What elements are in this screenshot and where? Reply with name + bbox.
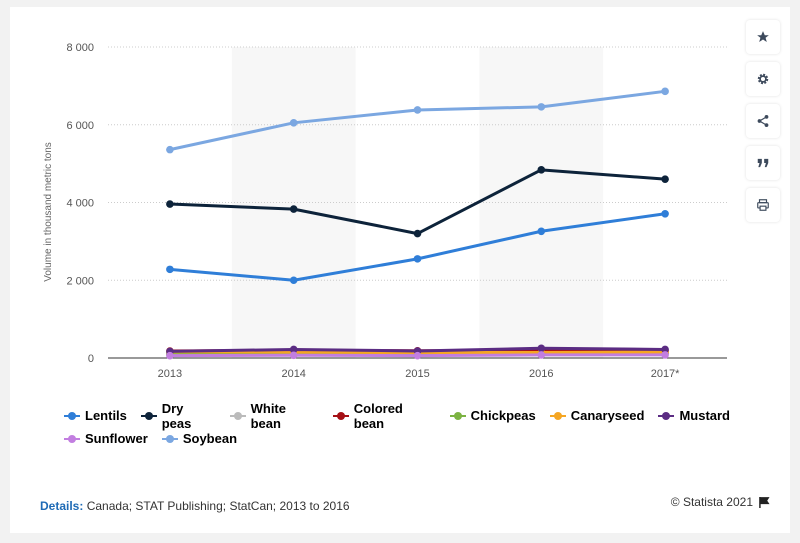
legend-label: Sunflower: [85, 431, 148, 446]
data-point[interactable]: [166, 265, 174, 274]
data-point[interactable]: [661, 209, 669, 218]
series-lines: [166, 87, 669, 360]
legend-swatch: [64, 434, 80, 444]
x-tick-label: 2014: [281, 368, 305, 380]
y-tick-label: 0: [88, 353, 94, 365]
legend-item[interactable]: Colored bean: [332, 400, 436, 431]
series-lentils[interactable]: [166, 209, 669, 285]
legend-swatch: [549, 411, 566, 421]
legend-label: Dry peas: [161, 400, 192, 431]
data-point[interactable]: [537, 103, 546, 111]
legend-label: Chickpeas: [470, 408, 536, 423]
data-point[interactable]: [537, 166, 546, 174]
details-note: Details: Canada; STAT Publishing; StatCa…: [40, 499, 350, 513]
data-point[interactable]: [289, 276, 298, 285]
flag-icon: [759, 496, 770, 508]
share-icon: [757, 115, 769, 127]
series-soybean[interactable]: [166, 87, 669, 154]
x-axis-ticks: 2013 2014 2015 2016 2017*: [158, 368, 681, 380]
legend-item[interactable]: Soybean: [161, 431, 238, 446]
legend-swatch: [161, 434, 178, 444]
data-point[interactable]: [413, 351, 422, 360]
legend-item[interactable]: Sunflower: [64, 431, 148, 446]
legend-label: Canaryseed: [570, 408, 645, 423]
y-axis-label: Volume in thousand metric tons: [43, 142, 54, 282]
legend-swatch: [229, 411, 246, 421]
data-point[interactable]: [537, 344, 546, 353]
data-point[interactable]: [413, 229, 422, 238]
legend-row: Sunflower Soybean: [64, 427, 744, 450]
x-tick-label: 2017*: [651, 368, 680, 380]
data-point[interactable]: [661, 175, 669, 183]
series-dry-peas[interactable]: [166, 166, 669, 238]
legend-item[interactable]: Dry peas: [140, 400, 216, 431]
data-point[interactable]: [289, 205, 298, 213]
details-label: Details:: [40, 499, 84, 513]
x-tick-label: 2015: [405, 368, 429, 380]
legend-swatch: [140, 411, 157, 421]
legend-item[interactable]: White bean: [229, 400, 319, 431]
quote-icon: [757, 158, 769, 168]
y-tick-label: 6 000: [66, 120, 94, 132]
legend-label: White bean: [250, 400, 286, 431]
data-point[interactable]: [661, 345, 669, 354]
data-point[interactable]: [289, 351, 298, 360]
star-icon: [757, 31, 769, 42]
gear-icon: [757, 73, 769, 85]
data-point[interactable]: [166, 145, 174, 154]
legend-label: Colored bean: [353, 400, 403, 431]
data-point[interactable]: [289, 345, 298, 354]
print-button[interactable]: [746, 188, 780, 222]
plot-band: [231, 47, 356, 358]
settings-button[interactable]: [746, 62, 780, 96]
legend-swatch: [449, 411, 466, 421]
legend-label: Soybean: [182, 431, 238, 446]
favorite-button[interactable]: [746, 20, 780, 54]
y-axis-ticks: 0 2 000 4 000 6 000 8 000: [66, 42, 94, 365]
chart-card: [10, 7, 790, 533]
share-button[interactable]: [746, 104, 780, 138]
gridlines: [108, 46, 727, 359]
data-point[interactable]: [166, 351, 174, 360]
statista-credit[interactable]: © Statista 2021: [671, 495, 770, 509]
credit-text: © Statista 2021: [670, 495, 753, 509]
legend-item[interactable]: Chickpeas: [449, 408, 536, 423]
legend-item[interactable]: Mustard: [658, 408, 730, 423]
plot-band: [479, 47, 604, 358]
legend-swatch: [332, 411, 349, 421]
legend-label: Lentils: [85, 408, 127, 423]
data-point[interactable]: [413, 255, 422, 263]
x-tick-label: 2013: [158, 368, 182, 380]
legend-item[interactable]: Canaryseed: [549, 408, 645, 423]
cite-button[interactable]: [746, 146, 780, 180]
data-point[interactable]: [166, 200, 174, 208]
legend-swatch: [64, 411, 80, 421]
y-tick-label: 4 000: [66, 198, 94, 210]
print-icon: [757, 199, 769, 211]
data-point[interactable]: [661, 87, 669, 96]
series-sunflower[interactable]: [166, 351, 669, 360]
x-tick-label: 2016: [529, 368, 553, 380]
legend-swatch: [658, 411, 675, 421]
data-point[interactable]: [289, 119, 298, 127]
legend-row: Lentils Dry peas White bean Colored bean Chi…: [64, 401, 744, 431]
toolbar: [746, 20, 780, 230]
data-point[interactable]: [661, 351, 669, 359]
details-text: Canada; STAT Publishing; StatCan; 2013 t…: [86, 499, 350, 513]
data-point[interactable]: [537, 227, 546, 236]
data-point[interactable]: [537, 351, 546, 359]
legend-label: Mustard: [679, 408, 730, 423]
legend: Lentils Dry peas White bean Colored bean Chi…: [64, 401, 744, 450]
y-tick-label: 8 000: [66, 42, 94, 54]
data-point[interactable]: [413, 106, 422, 114]
legend-item[interactable]: Lentils: [64, 408, 127, 423]
y-tick-label: 2 000: [66, 275, 94, 287]
